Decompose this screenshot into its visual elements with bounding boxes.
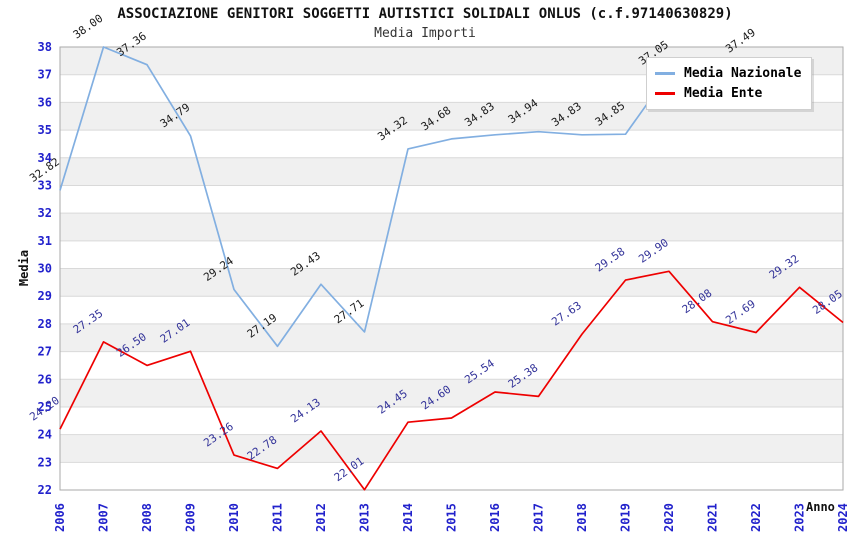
svg-text:34: 34 [38,151,52,165]
svg-text:24: 24 [38,428,52,442]
svg-text:2018: 2018 [575,503,589,532]
legend-label: Media Nazionale [684,65,802,81]
svg-text:24.20: 24.20 [27,394,62,424]
ente-line-swatch-icon [655,91,675,95]
plot-border [59,46,844,491]
x-tick-labels: 2006 2007 2008 2009 2010 2011 2012 2013 2014 2015… [53,503,850,532]
x-axis-title: Anno [806,500,835,514]
svg-text:2019: 2019 [619,503,633,532]
chart-title: ASSOCIAZIONE GENITORI SOGGETTI AUTISTICI… [117,6,733,22]
legend-item-media-ente: Media Ente [655,83,801,103]
svg-text:25: 25 [38,400,52,414]
svg-text:38: 38 [38,40,52,54]
chart-subtitle: Media Importi [374,26,476,41]
svg-text:2011: 2011 [271,503,285,532]
svg-text:2016: 2016 [488,503,502,532]
svg-text:32: 32 [38,206,52,220]
svg-text:2006: 2006 [53,503,67,532]
svg-text:2022: 2022 [749,503,763,532]
y-tick-labels: 22 23 24 25 26 27 28 29 30 31 32 33 34 35 36 37 38 [38,40,52,497]
plot-bands [60,47,843,490]
svg-text:30: 30 [38,262,52,276]
svg-text:29: 29 [38,289,52,303]
svg-text:23: 23 [38,455,52,469]
svg-text:2009: 2009 [184,503,198,532]
svg-text:27: 27 [38,345,52,359]
svg-text:2021: 2021 [706,503,720,532]
svg-text:31: 31 [38,234,52,248]
svg-text:26: 26 [38,372,52,386]
svg-text:2010: 2010 [227,503,241,532]
svg-text:2024: 2024 [836,503,850,532]
svg-text:22: 22 [38,483,52,497]
svg-text:2012: 2012 [314,503,328,532]
series-line-1 [59,270,844,491]
svg-text:2008: 2008 [140,503,154,532]
gridlines [60,74,843,463]
svg-text:37: 37 [38,68,52,82]
chart-legend: Media Nazionale Media Ente [646,57,813,110]
svg-text:2007: 2007 [97,503,111,532]
svg-text:2013: 2013 [358,503,372,532]
svg-text:2020: 2020 [662,503,676,532]
svg-text:28: 28 [38,317,52,331]
legend-label: Media Ente [684,85,763,101]
svg-text:35: 35 [38,123,52,137]
svg-text:2015: 2015 [445,503,459,532]
y-axis-title: Media [17,249,31,287]
svg-text:38.00: 38.00 [71,12,106,42]
svg-text:2023: 2023 [793,503,807,532]
svg-text:33: 33 [38,178,52,192]
svg-text:2017: 2017 [532,503,546,532]
svg-text:36: 36 [38,95,52,109]
legend-item-media-nazionale: Media Nazionale [655,63,801,83]
series-line-0 [59,46,757,348]
nazionale-line-swatch-icon [655,71,675,75]
svg-text:2014: 2014 [401,503,415,532]
